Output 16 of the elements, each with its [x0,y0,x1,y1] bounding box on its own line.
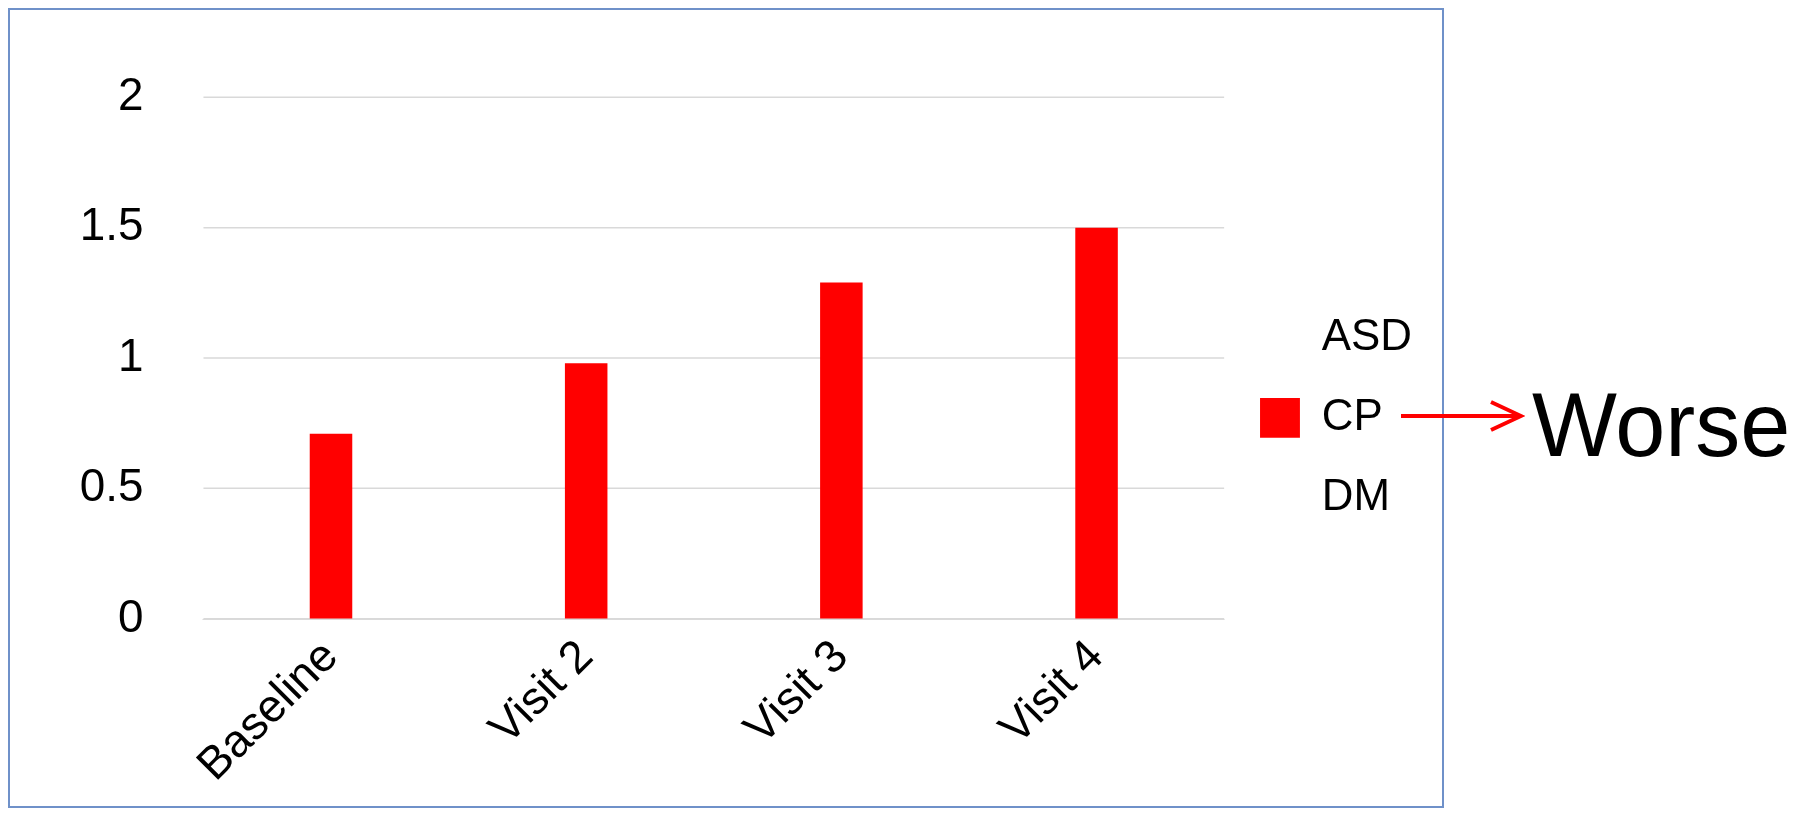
y-tick-label: 0.5 [79,460,144,512]
text: Worse [1532,374,1791,477]
x-tick-label: Visit 3 [733,629,858,754]
bar [820,282,863,619]
x-tick-label: Visit 2 [478,629,603,754]
bar [564,363,608,619]
y-tick-label: 1.5 [79,199,144,251]
y-tick-label: 2 [118,68,144,120]
text: ASD [1321,310,1413,360]
y-tick-label: 0 [118,590,144,642]
text: DM [1321,469,1391,519]
legend-label: CP [1321,390,1383,440]
bar [309,433,353,619]
x-tick-label: Visit 4 [988,629,1113,754]
y-tick-label: 1 [118,329,144,381]
bar [1075,227,1118,619]
